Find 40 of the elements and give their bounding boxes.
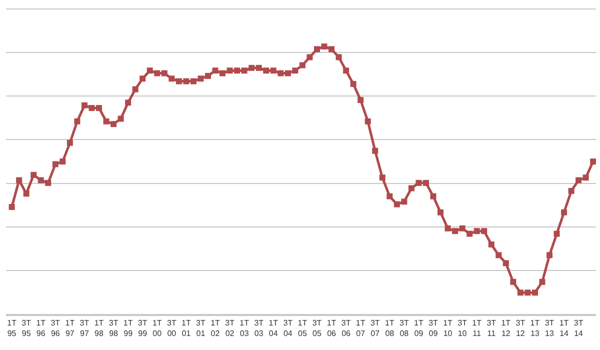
- x-tick-label: 3T 95: [22, 318, 32, 338]
- x-tick-label: 3T 10: [458, 318, 468, 338]
- x-tick-label: 1T 95: [7, 318, 17, 338]
- x-tick-label: 1T 96: [36, 318, 46, 338]
- x-tick-label: 1T 13: [530, 318, 540, 338]
- x-tick-label: 3T 06: [341, 318, 352, 338]
- x-tick-label: 3T 09: [428, 318, 438, 338]
- x-tick-label: 1T 08: [384, 318, 395, 338]
- x-tick-label: 3T 01: [196, 318, 206, 338]
- x-tick-label: 3T 11: [486, 318, 496, 338]
- x-tick-label: 3T 14: [574, 318, 584, 338]
- x-tick-label: 3T 13: [544, 318, 554, 338]
- x-tick-label: 3T 05: [312, 318, 322, 338]
- x-tick-label: 1T 14: [559, 318, 570, 338]
- x-tick-label: 1T 01: [182, 318, 192, 338]
- x-tick-label: 3T 00: [167, 318, 177, 338]
- x-tick-label: 1T 02: [210, 318, 220, 338]
- x-tick-label: 1T 12: [501, 318, 511, 338]
- x-tick-label: 1T 05: [298, 318, 308, 338]
- x-tick-label: 1T 03: [240, 318, 250, 338]
- x-tick-label: 1T 11: [472, 318, 482, 338]
- x-tick-label: 3T 98: [108, 318, 119, 338]
- x-tick-label: 3T 08: [400, 318, 410, 338]
- x-tick-label: 1T 97: [65, 318, 75, 338]
- x-tick-label: 3T 97: [80, 318, 90, 338]
- x-tick-label: 1T 04: [268, 318, 278, 338]
- x-tick-label: 1T 09: [414, 318, 424, 338]
- x-tick-label: 3T 12: [516, 318, 526, 338]
- x-tick-label: 3T 04: [283, 318, 293, 338]
- x-tick-label: 3T 96: [50, 318, 60, 338]
- x-tick-label: 3T 07: [370, 318, 380, 338]
- x-tick-label: 1T 98: [94, 318, 104, 338]
- x-tick-label: 1T 06: [326, 318, 337, 338]
- x-tick-label: 1T 99: [123, 318, 134, 338]
- x-tick-label: 3T 02: [225, 318, 235, 338]
- x-tick-label: 3T 99: [138, 318, 148, 338]
- x-tick-label: 1T 07: [356, 318, 366, 338]
- x-tick-label: 1T 10: [443, 318, 453, 338]
- x-tick-label: 1T 00: [152, 318, 162, 338]
- x-tick-label: 3T 03: [254, 318, 264, 338]
